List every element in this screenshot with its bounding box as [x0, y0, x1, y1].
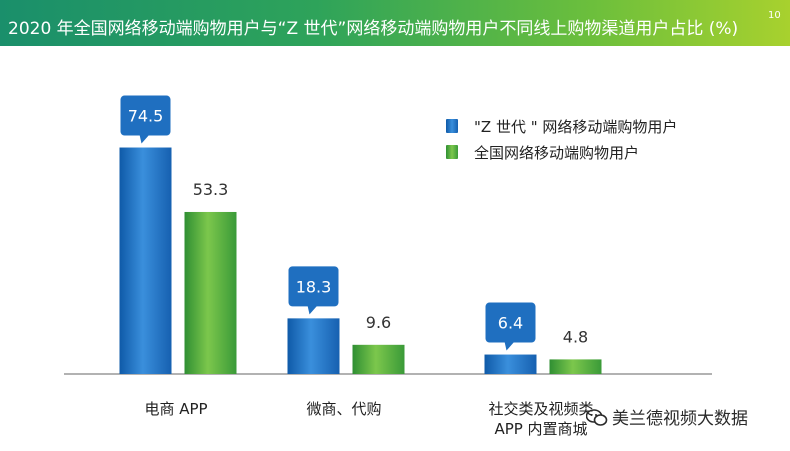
- bar-all-2: [549, 359, 602, 374]
- callout-bubble-1: [288, 266, 339, 307]
- data-label-all-0: 53.3: [193, 180, 229, 199]
- callout-bubble-2: [485, 302, 536, 343]
- data-label-all-2: 4.8: [563, 327, 588, 346]
- chart-title: 2020 年全国网络移动端购物用户与“Z 世代”网络移动端购物用户不同线上购物渠…: [8, 19, 739, 39]
- callout-pointer-1: [307, 305, 318, 315]
- data-label-z-0: 74.5: [128, 107, 164, 126]
- x-tick-label-2-1: APP 内置商城: [494, 420, 587, 438]
- data-label-z-1: 18.3: [296, 277, 332, 296]
- bar-all-1: [352, 344, 405, 374]
- x-tick-label-0: 电商 APP: [144, 400, 207, 418]
- bar-z-0: [119, 147, 172, 374]
- bar-z-1: [287, 318, 340, 374]
- title-bar: 2020 年全国网络移动端购物用户与“Z 世代”网络移动端购物用户不同线上购物渠…: [0, 0, 790, 46]
- title-footnote-ref: 10: [768, 10, 781, 21]
- data-label-all-1: 9.6: [366, 313, 391, 332]
- callout-bubble-0: [120, 95, 171, 136]
- watermark-text: 美兰德视频大数据: [612, 409, 748, 429]
- wechat-icon: [585, 409, 608, 427]
- bar-all-0: [184, 211, 237, 374]
- legend-swatch-all: [446, 145, 458, 159]
- watermark: 美兰德视频大数据: [585, 404, 748, 429]
- legend-label-all: 全国网络移动端购物用户: [474, 144, 640, 162]
- data-label-z-2: 6.4: [498, 314, 523, 333]
- legend-swatch-z: [446, 119, 458, 133]
- bar-z-2: [484, 354, 537, 374]
- callout-pointer-0: [139, 134, 150, 144]
- x-tick-label-1: 微商、代购: [306, 400, 381, 418]
- legend-label-z: "Z 世代 " 网络移动端购物用户: [474, 118, 678, 136]
- callout-pointer-2: [504, 341, 515, 351]
- x-tick-label-2-0: 社交类及视频类: [488, 400, 593, 418]
